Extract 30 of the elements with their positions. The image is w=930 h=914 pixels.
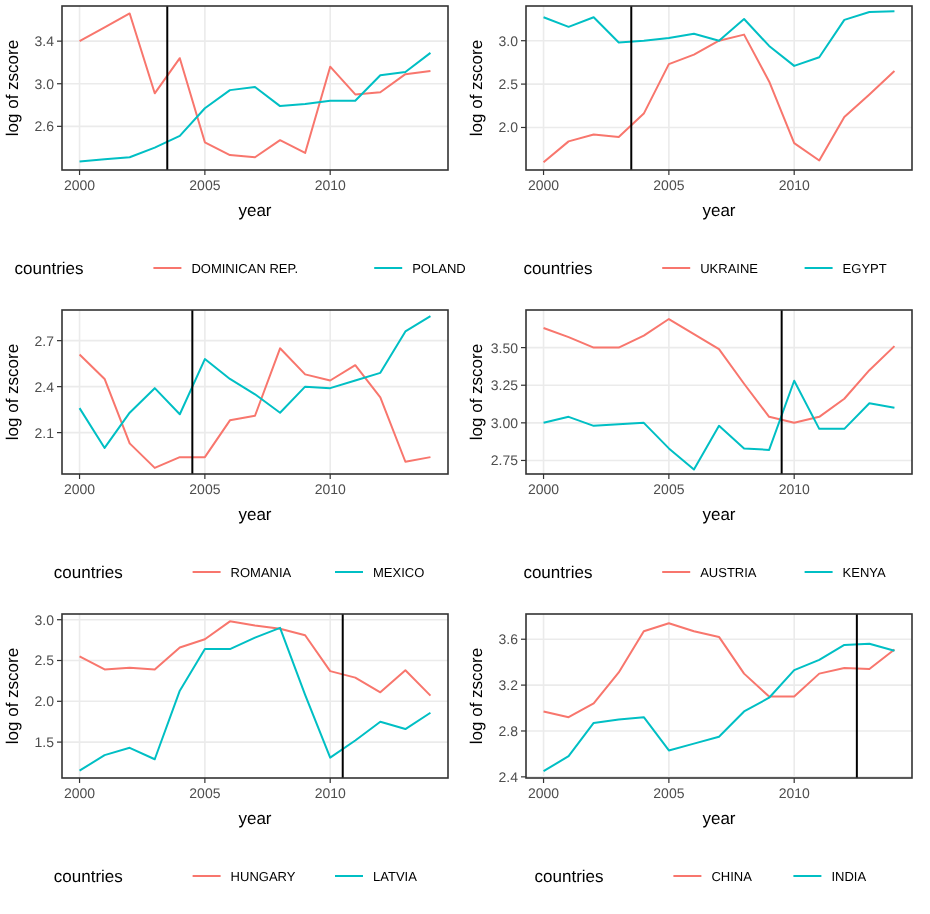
y-axis-title: log of zscore — [466, 647, 486, 745]
x-axis-title: year — [238, 200, 272, 220]
y-axis-title: log of zscore — [2, 39, 22, 137]
line-series — [78, 315, 432, 449]
legend-title: countries — [53, 866, 123, 886]
line-series — [78, 12, 432, 159]
legend-title: countries — [523, 562, 593, 582]
x-axis-title: year — [238, 504, 272, 524]
x-axis-title: year — [702, 808, 736, 828]
y-axis-title: log of zscore — [2, 343, 22, 441]
line-series — [78, 620, 432, 697]
line-series — [542, 10, 896, 67]
line-series — [542, 642, 896, 773]
line-series — [78, 626, 432, 772]
line-series — [542, 33, 896, 164]
legend-title: countries — [534, 866, 604, 886]
legend-title: countries — [523, 258, 593, 278]
line-series — [542, 318, 896, 424]
legend-title: countries — [53, 562, 123, 582]
line-series — [542, 379, 896, 471]
line-series — [78, 51, 432, 163]
y-axis-title: log of zscore — [466, 343, 486, 441]
y-axis-title: log of zscore — [466, 39, 486, 137]
x-axis-title: year — [238, 808, 272, 828]
line-series — [542, 622, 896, 719]
legend-title: countries — [14, 258, 84, 278]
x-axis-title: year — [702, 504, 736, 524]
y-axis-title: log of zscore — [2, 647, 22, 745]
line-series — [78, 347, 432, 469]
x-axis-title: year — [702, 200, 736, 220]
